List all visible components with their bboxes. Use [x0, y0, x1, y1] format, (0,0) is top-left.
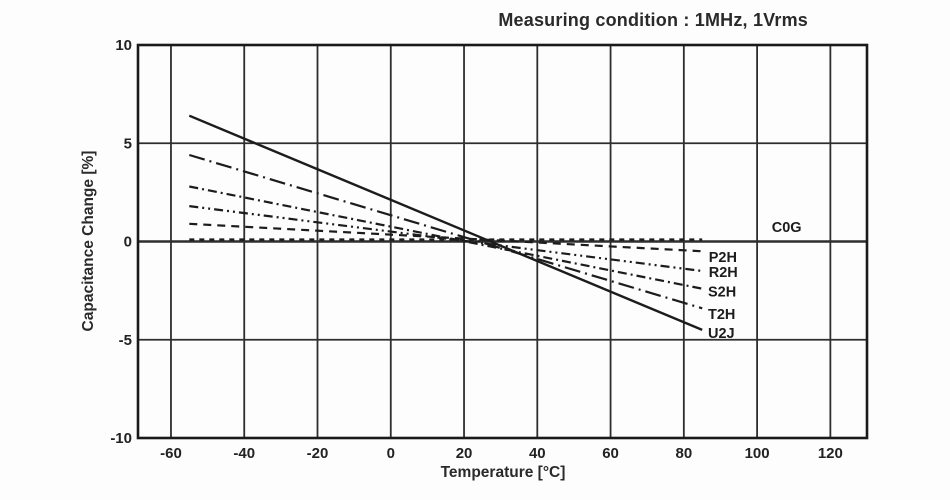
y-tick-label: -5	[119, 332, 132, 349]
series-label-u2j: U2J	[708, 326, 735, 342]
series-label-c0g: C0G	[772, 220, 802, 236]
plot-frame	[136, 43, 869, 440]
series-line-s2h	[189, 185, 703, 290]
measuring-condition-title: Measuring condition : 1MHz, 1Vrms	[498, 10, 808, 30]
series-line-t2h	[188, 153, 703, 310]
y-tick-label: -10	[110, 430, 132, 447]
series-label-s2h: S2H	[708, 285, 736, 301]
x-tick-label: -40	[233, 445, 255, 462]
x-tick-label: 100	[745, 445, 770, 462]
series-line-u2j	[188, 114, 703, 332]
y-tick-label: 5	[124, 135, 132, 152]
x-tick-label: -60	[160, 445, 182, 462]
x-tick-label: 60	[602, 445, 619, 462]
x-tick-label: 0	[387, 445, 395, 462]
x-tick-label: 120	[818, 445, 843, 462]
y-tick-label: 10	[115, 37, 132, 54]
series-label-r2h: R2H	[709, 265, 738, 281]
x-tick-label: 20	[456, 445, 473, 462]
y-tick-label: 0	[124, 234, 132, 251]
x-tick-label: 80	[675, 445, 692, 462]
series-label-t2h: T2H	[708, 307, 735, 323]
x-axis-label: Temperature [°C]	[440, 464, 566, 481]
x-tick-label: -20	[307, 445, 329, 462]
series-label-p2h: P2H	[709, 250, 737, 266]
x-tick-label: 40	[529, 445, 546, 462]
